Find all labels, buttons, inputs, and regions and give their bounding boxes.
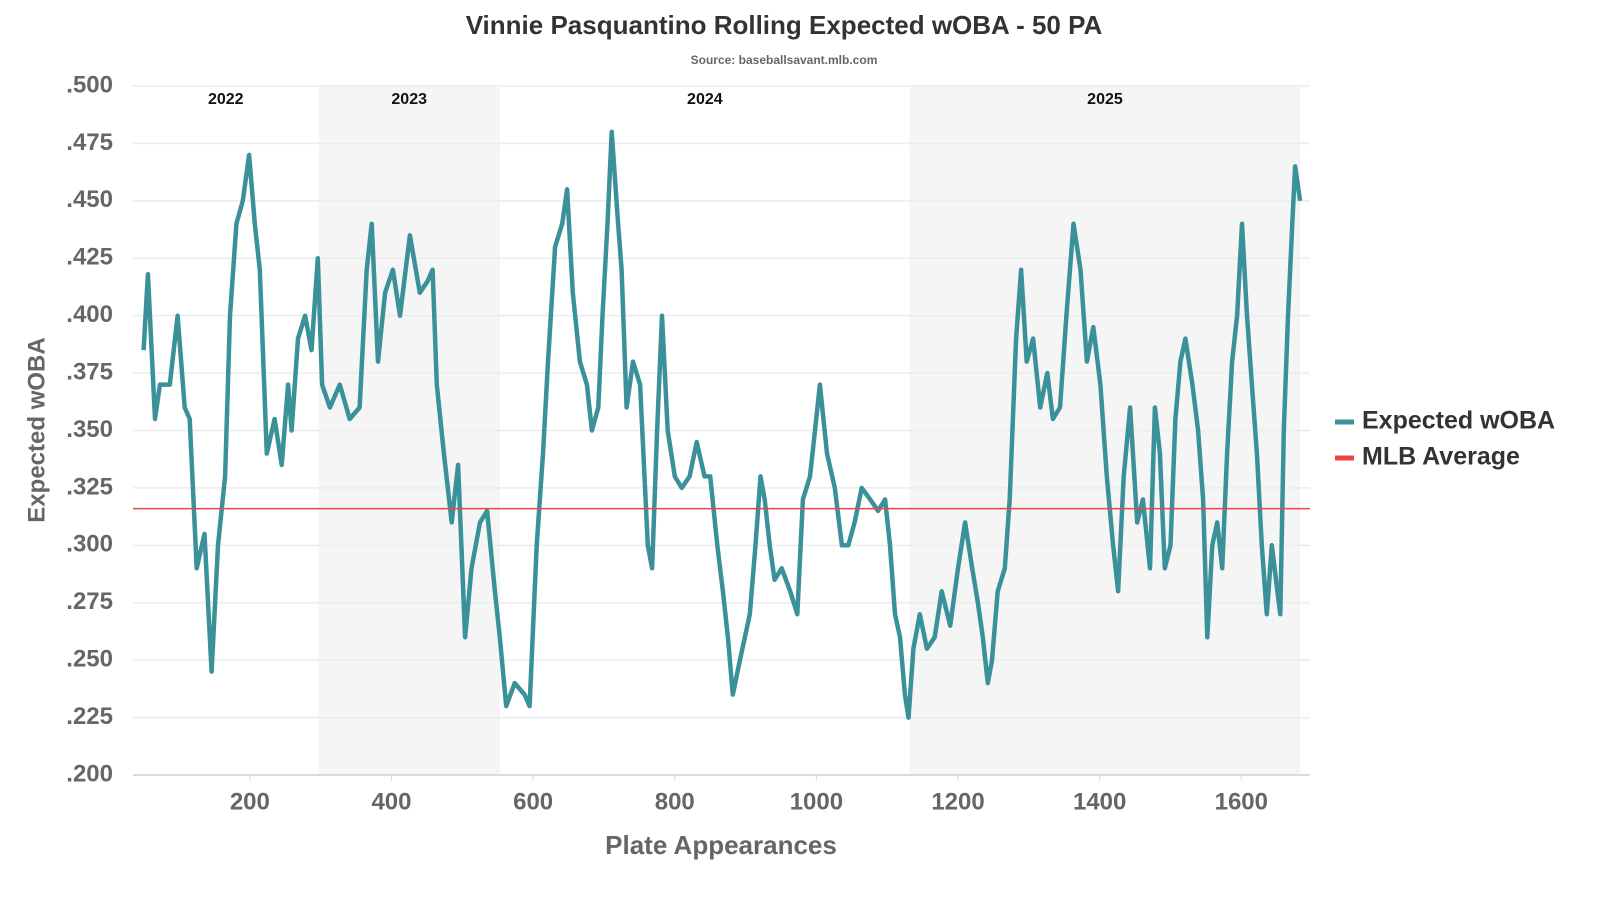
x-tick-label: 1000 <box>790 788 843 815</box>
x-tick-label: 1600 <box>1215 788 1268 815</box>
season-label: 2023 <box>391 91 427 108</box>
y-tick-label: .325 <box>66 473 113 500</box>
y-tick-label: .500 <box>66 71 113 98</box>
y-tick-label: .275 <box>66 588 113 615</box>
x-tick-label: 200 <box>230 788 270 815</box>
season-label: 2024 <box>687 91 723 108</box>
y-tick-label: .300 <box>66 531 113 558</box>
legend-label: Expected wOBA <box>1362 407 1555 435</box>
x-axis-label: Plate Appearances <box>605 830 837 860</box>
y-tick-label: .225 <box>66 703 113 730</box>
season-label: 2025 <box>1087 91 1123 108</box>
x-tick-label: 1200 <box>931 788 984 815</box>
chart-title: Vinnie Pasquantino Rolling Expected wOBA… <box>466 10 1103 40</box>
y-tick-label: .475 <box>66 129 113 156</box>
y-tick-label: .450 <box>66 186 113 213</box>
y-tick-label: .200 <box>66 760 113 787</box>
x-tick-label: 800 <box>655 788 695 815</box>
legend-label: MLB Average <box>1362 443 1520 471</box>
x-tick-label: 400 <box>371 788 411 815</box>
series-line <box>141 129 1303 720</box>
y-tick-label: .400 <box>66 301 113 328</box>
y-axis-label: Expected wOBA <box>23 337 50 522</box>
x-tick-label: 1400 <box>1073 788 1126 815</box>
y-tick-label: .375 <box>66 358 113 385</box>
x-tick-label: 600 <box>513 788 553 815</box>
y-tick-label: .250 <box>66 646 113 673</box>
season-label: 2022 <box>208 91 244 108</box>
chart-subtitle: Source: baseballsavant.mlb.com <box>691 53 878 67</box>
y-tick-label: .350 <box>66 416 113 443</box>
y-tick-label: .425 <box>66 244 113 271</box>
